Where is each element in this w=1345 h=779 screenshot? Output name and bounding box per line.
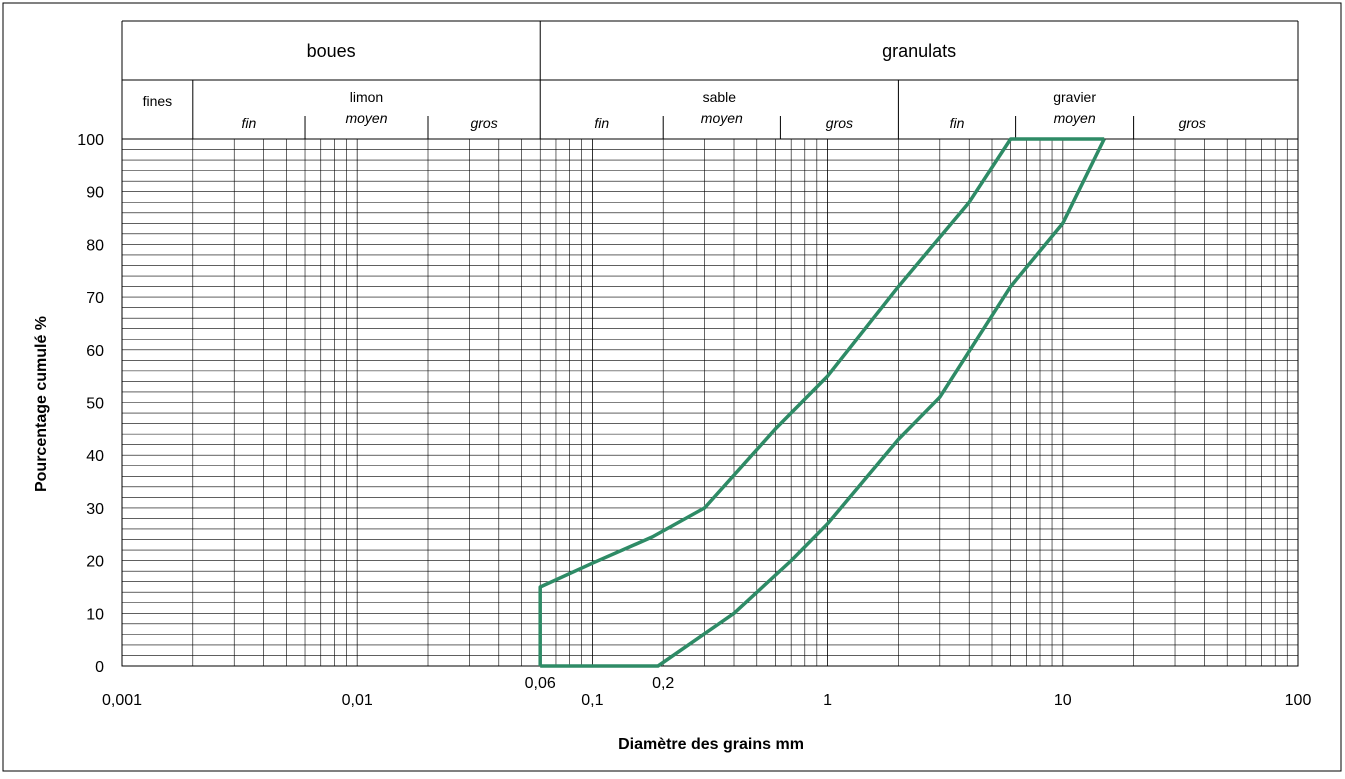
plot-area-border xyxy=(121,138,1299,667)
y-tick-label: 10 xyxy=(86,606,104,623)
x-tick-label: 0,1 xyxy=(581,692,603,709)
x-tick-label: 10 xyxy=(1054,692,1072,709)
y-tick-label: 60 xyxy=(86,343,104,360)
y-tick-label: 20 xyxy=(86,554,104,571)
envelope-line-2 xyxy=(540,138,1106,668)
x-tick-label: 1 xyxy=(823,692,832,709)
header-boues: boues xyxy=(307,41,356,61)
grid xyxy=(121,138,1299,667)
x-axis-title: Diamètre des grains mm xyxy=(618,736,804,753)
y-tick-label: 90 xyxy=(86,185,104,202)
y-tick-label: 80 xyxy=(86,237,104,254)
sub-moyen: moyen xyxy=(1054,110,1096,126)
group-gravier: gravier xyxy=(1053,89,1096,105)
y-tick-label: 30 xyxy=(86,501,104,518)
classification-header: boues granulats fines limon sable gravier fin m… xyxy=(121,20,1299,139)
y-tick-label: 50 xyxy=(86,396,104,413)
y-tick-label: 100 xyxy=(77,132,104,149)
group-fines: fines xyxy=(143,93,173,109)
tick-labels: 0 10 20 30 40 50 60 70 80 90 100 0,001 0,01 0,06 0,1 0,… xyxy=(77,132,1311,709)
sub-gros: gros xyxy=(1179,115,1206,131)
series-layer xyxy=(538,137,1106,668)
sub-moyen: moyen xyxy=(345,110,387,126)
envelope-line-1 xyxy=(538,137,1105,666)
sub-fin: fin xyxy=(242,115,257,131)
sub-fin: fin xyxy=(950,115,965,131)
sub-gros: gros xyxy=(470,115,497,131)
y-axis-title: Pourcentage cumulé % xyxy=(33,316,50,492)
x-tick-label: 0,01 xyxy=(342,692,373,709)
y-tick-label: 70 xyxy=(86,290,104,307)
x-tick-label: 100 xyxy=(1285,692,1312,709)
x-tick-label: 0,06 xyxy=(525,675,556,692)
header-granulats: granulats xyxy=(882,41,956,61)
sub-moyen: moyen xyxy=(701,110,743,126)
group-limon: limon xyxy=(350,89,383,105)
sub-gros: gros xyxy=(826,115,853,131)
group-sable: sable xyxy=(703,89,737,105)
y-tick-label: 40 xyxy=(86,448,104,465)
x-tick-label: 0,001 xyxy=(102,692,142,709)
x-tick-label: 0,2 xyxy=(652,675,674,692)
y-tick-label: 0 xyxy=(95,659,104,676)
sub-fin: fin xyxy=(594,115,609,131)
